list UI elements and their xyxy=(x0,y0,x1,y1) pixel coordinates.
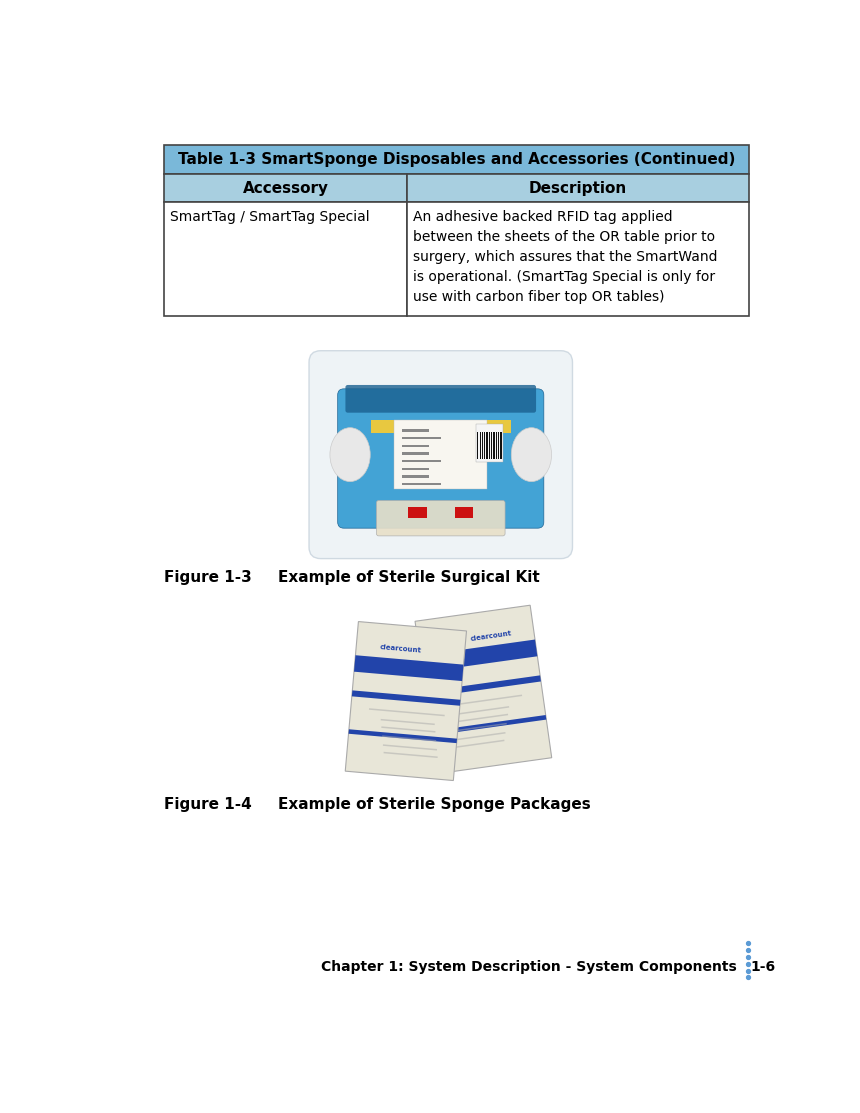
Bar xyxy=(164,175,407,203)
FancyBboxPatch shape xyxy=(377,501,505,535)
Polygon shape xyxy=(382,736,436,741)
Text: Table 1-3 SmartSponge Disposables and Accessories (Continued): Table 1-3 SmartSponge Disposables and Ac… xyxy=(178,152,735,167)
Text: Chapter 1: System Description - System Components: Chapter 1: System Description - System C… xyxy=(321,961,737,975)
Ellipse shape xyxy=(330,427,370,482)
Bar xyxy=(394,420,488,490)
Text: Description: Description xyxy=(529,180,627,196)
Polygon shape xyxy=(381,727,435,732)
Bar xyxy=(484,432,485,459)
Ellipse shape xyxy=(512,427,551,482)
Bar xyxy=(402,483,440,485)
Polygon shape xyxy=(431,715,546,736)
FancyBboxPatch shape xyxy=(309,351,573,559)
Polygon shape xyxy=(452,706,509,716)
Polygon shape xyxy=(446,740,505,749)
Bar xyxy=(495,432,497,459)
Text: clearcount: clearcount xyxy=(470,630,512,642)
Text: SmartTag / SmartTag Special: SmartTag / SmartTag Special xyxy=(170,209,370,224)
Bar xyxy=(476,424,503,462)
Bar xyxy=(408,506,427,519)
Text: Accessory: Accessory xyxy=(243,180,329,196)
FancyBboxPatch shape xyxy=(346,385,536,413)
Bar xyxy=(455,506,473,519)
Polygon shape xyxy=(352,690,460,706)
Polygon shape xyxy=(354,656,464,681)
Polygon shape xyxy=(420,640,538,672)
Bar xyxy=(402,444,429,447)
Polygon shape xyxy=(348,729,457,743)
Bar xyxy=(259,335,623,559)
Polygon shape xyxy=(381,719,435,725)
Polygon shape xyxy=(345,621,466,780)
Bar xyxy=(402,430,429,432)
Bar xyxy=(491,432,492,459)
Text: 1-6: 1-6 xyxy=(751,961,776,975)
Bar xyxy=(482,432,483,459)
Bar xyxy=(255,609,619,786)
Text: An adhesive backed RFID tag applied
between the sheets of the OR table prior to
: An adhesive backed RFID tag applied betw… xyxy=(413,209,717,304)
Bar xyxy=(487,432,488,459)
Bar xyxy=(402,475,429,477)
Polygon shape xyxy=(384,751,438,758)
Polygon shape xyxy=(441,695,522,708)
Polygon shape xyxy=(369,708,445,717)
Text: Figure 1-3     Example of Sterile Surgical Kit: Figure 1-3 Example of Sterile Surgical K… xyxy=(164,570,540,585)
FancyBboxPatch shape xyxy=(338,388,544,529)
Polygon shape xyxy=(449,722,507,732)
Polygon shape xyxy=(425,676,541,698)
Polygon shape xyxy=(451,713,508,723)
Bar xyxy=(488,432,490,459)
Bar xyxy=(498,432,500,459)
Bar xyxy=(402,437,440,440)
Bar xyxy=(371,420,511,433)
Text: clearcount: clearcount xyxy=(380,644,422,653)
Bar xyxy=(402,467,429,470)
Bar xyxy=(164,145,749,175)
Polygon shape xyxy=(415,605,552,774)
Bar xyxy=(164,203,407,316)
Bar xyxy=(407,203,749,316)
Bar xyxy=(407,175,749,203)
Bar xyxy=(477,432,478,459)
Polygon shape xyxy=(448,732,506,741)
Polygon shape xyxy=(383,745,437,750)
Text: Figure 1-4     Example of Sterile Sponge Packages: Figure 1-4 Example of Sterile Sponge Pac… xyxy=(164,797,591,812)
Bar xyxy=(402,460,440,462)
Bar xyxy=(480,432,481,459)
Bar xyxy=(402,452,429,454)
